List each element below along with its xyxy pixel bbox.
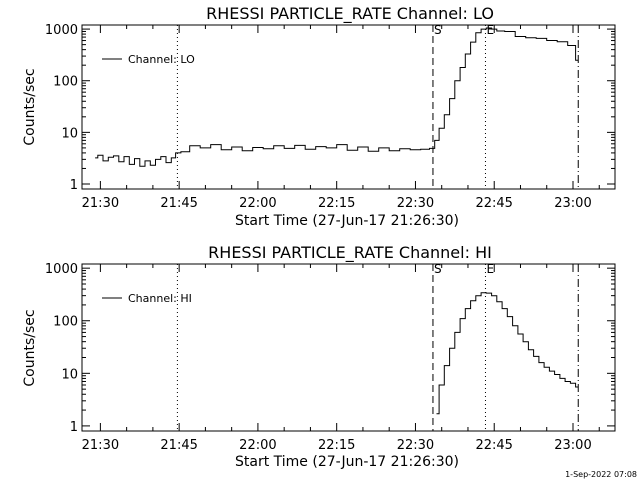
- x-tick-label-hi: 22:45: [475, 438, 512, 453]
- x-tick-label-lo: 22:30: [397, 196, 434, 211]
- y-tick-label-hi: 100: [53, 315, 78, 330]
- series-line-lo: [95, 27, 579, 167]
- y-tick-label-hi: 1: [70, 420, 78, 435]
- y-tick-label-hi: 1000: [45, 262, 78, 277]
- plot-frame-hi: [81, 263, 616, 432]
- legend-label-lo: Channel: LO: [128, 53, 195, 66]
- chart-panel-hi: RHESSI PARTICLE_RATE Channel: HI 1101001…: [22, 243, 616, 470]
- x-ticks-hi: 21:30 21:45 22:00 22:15 22:30 22:45 23:00: [82, 264, 600, 453]
- event-label-E-lo: E: [486, 23, 494, 37]
- y-axis-label-lo: Counts/sec: [22, 68, 38, 145]
- y-tick-label-lo: 100: [53, 75, 78, 90]
- y-tick-label-lo: 1: [70, 178, 78, 193]
- y-axis-label-hi: Counts/sec: [22, 309, 38, 386]
- x-tick-label-lo: 22:15: [318, 196, 355, 211]
- chart-title-lo: RHESSI PARTICLE_RATE Channel: LO: [206, 4, 494, 24]
- x-tick-label-hi: 21:45: [160, 438, 197, 453]
- y-ticks-hi: 1 10 100 1000: [45, 262, 615, 435]
- x-tick-label-hi: 22:30: [397, 438, 434, 453]
- x-tick-label-hi: 21:30: [82, 438, 119, 453]
- event-label-E-hi: E: [486, 262, 494, 276]
- series-line-hi: [436, 292, 579, 415]
- x-tick-label-hi: 22:15: [318, 438, 355, 453]
- chart-panel-lo: RHESSI PARTICLE_RATE Channel: LO 1101001…: [22, 4, 616, 229]
- series-lo: [95, 27, 579, 167]
- x-axis-label-hi: Start Time (27-Jun-17 21:26:30): [235, 454, 459, 470]
- legend-label-hi: Channel: HI: [128, 292, 192, 305]
- y-tick-label-lo: 10: [61, 126, 78, 141]
- x-axis-label-lo: Start Time (27-Jun-17 21:26:30): [235, 213, 459, 229]
- x-tick-label-lo: 21:30: [82, 196, 119, 211]
- x-ticks-lo: 21:30 21:45 22:00 22:15 22:30 22:45 23:00: [82, 25, 600, 211]
- x-tick-label-lo: 22:00: [239, 196, 276, 211]
- y-ticks-lo: 1 10 100 1000: [45, 23, 615, 193]
- x-tick-label-hi: 22:00: [239, 438, 276, 453]
- x-tick-label-hi: 23:00: [554, 438, 591, 453]
- series-hi: [436, 292, 579, 415]
- event-label-S-lo: S: [434, 23, 442, 37]
- chart-title-hi: RHESSI PARTICLE_RATE Channel: HI: [208, 243, 492, 263]
- event-label-S-hi: S: [434, 262, 442, 276]
- x-tick-label-lo: 23:00: [554, 196, 591, 211]
- x-tick-label-lo: 21:45: [160, 196, 197, 211]
- y-tick-label-lo: 1000: [45, 23, 78, 38]
- footer-timestamp: 1-Sep-2022 07:08: [565, 470, 637, 479]
- plot-frame-lo: [81, 24, 616, 190]
- y-tick-label-hi: 10: [61, 367, 78, 382]
- x-tick-label-lo: 22:45: [475, 196, 512, 211]
